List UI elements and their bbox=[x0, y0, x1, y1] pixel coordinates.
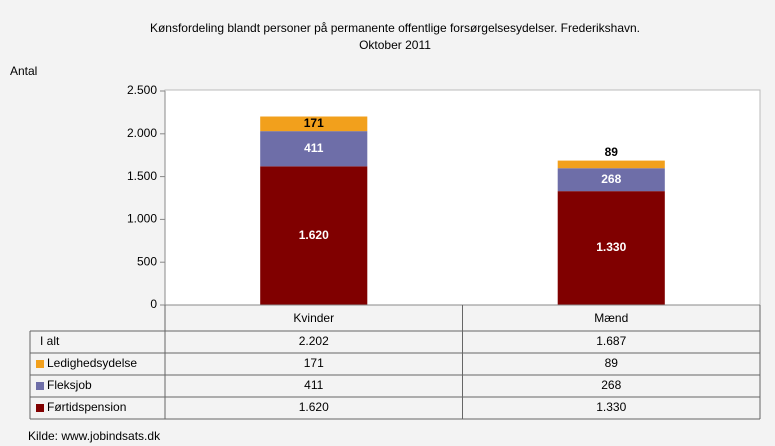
table-cell: 1.687 bbox=[596, 334, 626, 348]
data-label: 268 bbox=[601, 172, 621, 186]
x-tick-label: Kvinder bbox=[293, 311, 334, 325]
data-label: 171 bbox=[304, 116, 324, 130]
y-axis-label: Antal bbox=[10, 64, 37, 78]
y-tick-label: 0 bbox=[150, 297, 157, 311]
y-tick-label: 2.500 bbox=[127, 83, 157, 97]
y-tick-label: 500 bbox=[137, 254, 157, 268]
source: Kilde: www.jobindsats.dk bbox=[28, 429, 161, 443]
chart-title: Kønsfordeling blandt personer på permane… bbox=[150, 21, 640, 35]
data-label: 89 bbox=[605, 145, 619, 159]
bar-segment bbox=[260, 116, 368, 132]
table-row-label: Førtidspension bbox=[47, 400, 126, 414]
table-cell: 268 bbox=[601, 378, 621, 392]
table-cell: 1.620 bbox=[299, 400, 329, 414]
data-label: 1.620 bbox=[299, 228, 329, 242]
y-tick-label: 1.000 bbox=[127, 212, 157, 226]
y-tick-label: 1.500 bbox=[127, 169, 157, 183]
table-cell: 89 bbox=[605, 356, 619, 370]
data-label: 411 bbox=[304, 141, 324, 155]
table-row-label: Ledighedsydelse bbox=[47, 356, 137, 370]
plot-area bbox=[164, 89, 761, 306]
bar-segment bbox=[557, 191, 665, 305]
table-cell: 411 bbox=[304, 378, 323, 392]
y-tick-label: 2.000 bbox=[127, 126, 157, 140]
legend-swatch bbox=[36, 360, 44, 368]
table-row-label: I alt bbox=[40, 334, 60, 348]
x-tick-label: Mænd bbox=[594, 311, 628, 325]
bar-segment bbox=[260, 166, 368, 305]
bar-segment bbox=[260, 131, 368, 167]
bar-segment bbox=[557, 168, 665, 192]
chart-title: Oktober 2011 bbox=[359, 38, 431, 52]
table-cell: 2.202 bbox=[299, 334, 329, 348]
bar-segment bbox=[557, 160, 665, 169]
legend-swatch bbox=[36, 404, 44, 412]
legend-swatch bbox=[36, 382, 44, 390]
table-row-label: Fleksjob bbox=[47, 378, 92, 392]
data-label: 1.330 bbox=[596, 240, 626, 254]
table-cell: 1.330 bbox=[596, 400, 626, 414]
table-cell: 171 bbox=[304, 356, 324, 370]
